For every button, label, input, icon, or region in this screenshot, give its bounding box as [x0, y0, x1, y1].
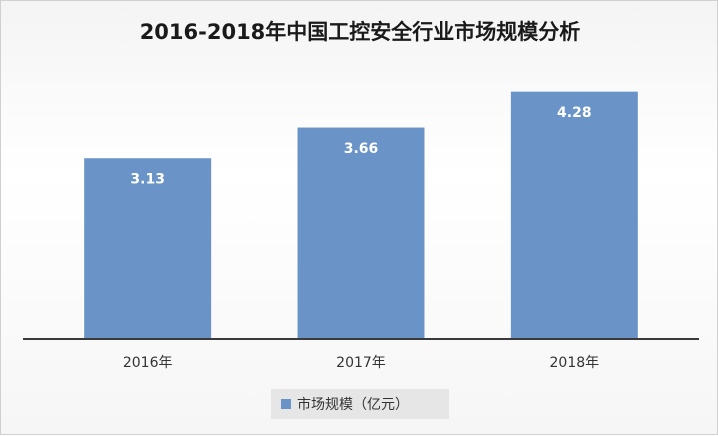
legend-swatch	[281, 399, 291, 409]
legend-box	[271, 389, 449, 419]
x-tick-label-2: 2018年	[550, 355, 600, 371]
bar-value-label-2: 4.28	[557, 105, 592, 121]
bar-0	[83, 157, 213, 340]
x-tick-label-1: 2017年	[336, 355, 386, 371]
bars-group: 3.13 3.66 4.28	[83, 90, 639, 340]
x-tick-label-0: 2016年	[123, 355, 173, 371]
bar-1	[296, 126, 426, 340]
bar-value-label-1: 3.66	[344, 141, 379, 157]
bar-value-label-0: 3.13	[130, 172, 165, 188]
chart-title: 2016-2018年中国工控安全行业市场规模分析	[140, 20, 581, 44]
bar-2	[509, 90, 639, 340]
legend-label: 市场规模（亿元）	[297, 396, 409, 413]
x-tick-labels: 2016年 2017年 2018年	[123, 355, 599, 371]
legend: 市场规模（亿元）	[271, 389, 449, 419]
